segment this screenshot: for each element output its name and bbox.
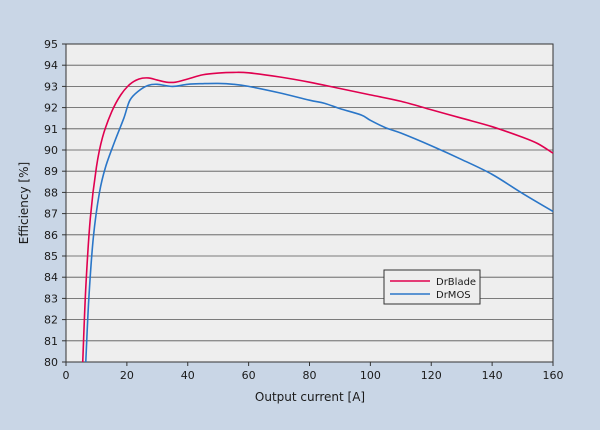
x-tick-label: 160 <box>543 369 564 382</box>
x-tick-label: 40 <box>181 369 195 382</box>
x-tick-label: 80 <box>303 369 317 382</box>
y-tick-label: 83 <box>44 292 58 305</box>
y-tick-label: 90 <box>44 144 58 157</box>
y-axis-ticks: 80 81 82 83 84 85 86 87 88 89 90 91 92 93 94 95 <box>44 38 66 369</box>
plot-area <box>66 44 553 362</box>
y-tick-label: 86 <box>44 229 58 242</box>
x-axis-ticks: 0 20 40 60 80 100 120 140 160 <box>63 362 564 382</box>
y-tick-label: 88 <box>44 186 58 199</box>
y-tick-label: 91 <box>44 123 58 136</box>
y-tick-label: 92 <box>44 102 58 115</box>
series-line-drmos <box>84 82 554 363</box>
x-tick-label: 140 <box>482 369 503 382</box>
x-tick-label: 60 <box>242 369 256 382</box>
grid-lines <box>66 43 553 363</box>
x-tick-label: 120 <box>421 369 442 382</box>
y-tick-label: 87 <box>44 208 58 221</box>
y-tick-label: 82 <box>44 314 58 327</box>
x-tick-label: 20 <box>120 369 134 382</box>
y-tick-label: 85 <box>44 250 58 263</box>
y-tick-label: 94 <box>44 59 58 72</box>
legend: DrBlade DrMOS <box>383 269 481 305</box>
y-tick-label: 84 <box>44 271 58 284</box>
x-tick-label: 100 <box>360 369 381 382</box>
series-lines <box>81 71 554 363</box>
y-tick-label: 93 <box>44 80 58 93</box>
x-axis-title: Output current [A] <box>255 390 365 404</box>
series-line-drblade <box>81 71 554 363</box>
legend-label-drblade: DrBlade <box>436 277 476 288</box>
y-tick-label: 95 <box>44 38 58 51</box>
y-tick-label: 89 <box>44 165 58 178</box>
legend-label-drmos: DrMOS <box>436 290 471 301</box>
x-tick-label: 0 <box>63 369 70 382</box>
y-tick-label: 81 <box>44 335 58 348</box>
y-axis-title: Efficiency [%] <box>17 162 31 244</box>
legend-box <box>383 269 481 305</box>
y-tick-label: 80 <box>44 356 58 369</box>
